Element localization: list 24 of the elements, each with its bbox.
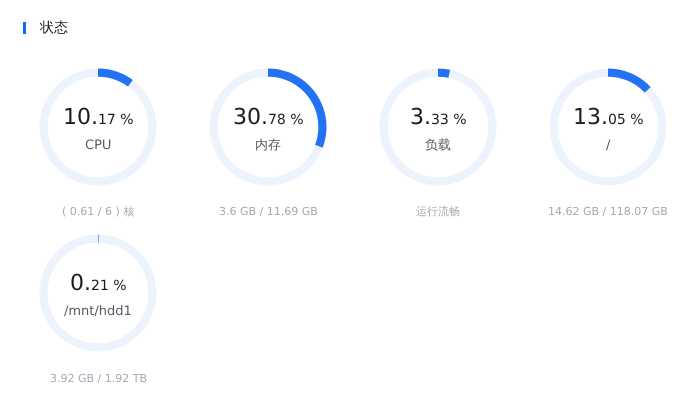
- text: 3.92 GB / 1.92 TB: [50, 372, 148, 385]
- donut-slice: [380, 68, 496, 186]
- donut-slice: [98, 68, 133, 87]
- donut-slice: [608, 68, 651, 93]
- data-label: 30.78 %: [233, 105, 304, 130]
- text: 3.6 GB / 11.69 GB: [219, 205, 318, 218]
- text: ( 0.61 / 6 ) 核: [62, 205, 134, 218]
- donut-slice: [550, 68, 666, 186]
- donut-slice: [40, 234, 156, 352]
- slice-label: /: [606, 138, 611, 153]
- data-label: 13.05 %: [573, 105, 644, 130]
- donut-slice: [438, 68, 450, 78]
- slice-label: /mnt/hdd1: [64, 304, 132, 319]
- slice-label: 负载: [425, 138, 451, 153]
- data-label: 10.17 %: [63, 105, 134, 130]
- donut-slice: [40, 68, 156, 186]
- text: 14.62 GB / 118.07 GB: [548, 205, 668, 218]
- text: 运行流畅: [416, 205, 460, 218]
- donut-slice: [210, 68, 323, 186]
- slice-label: 内存: [255, 138, 281, 153]
- data-label: 0.21 %: [70, 271, 127, 296]
- slice-label: CPU: [85, 138, 112, 153]
- chart-title: 状态: [39, 20, 68, 36]
- data-label: 3.33 %: [410, 105, 467, 130]
